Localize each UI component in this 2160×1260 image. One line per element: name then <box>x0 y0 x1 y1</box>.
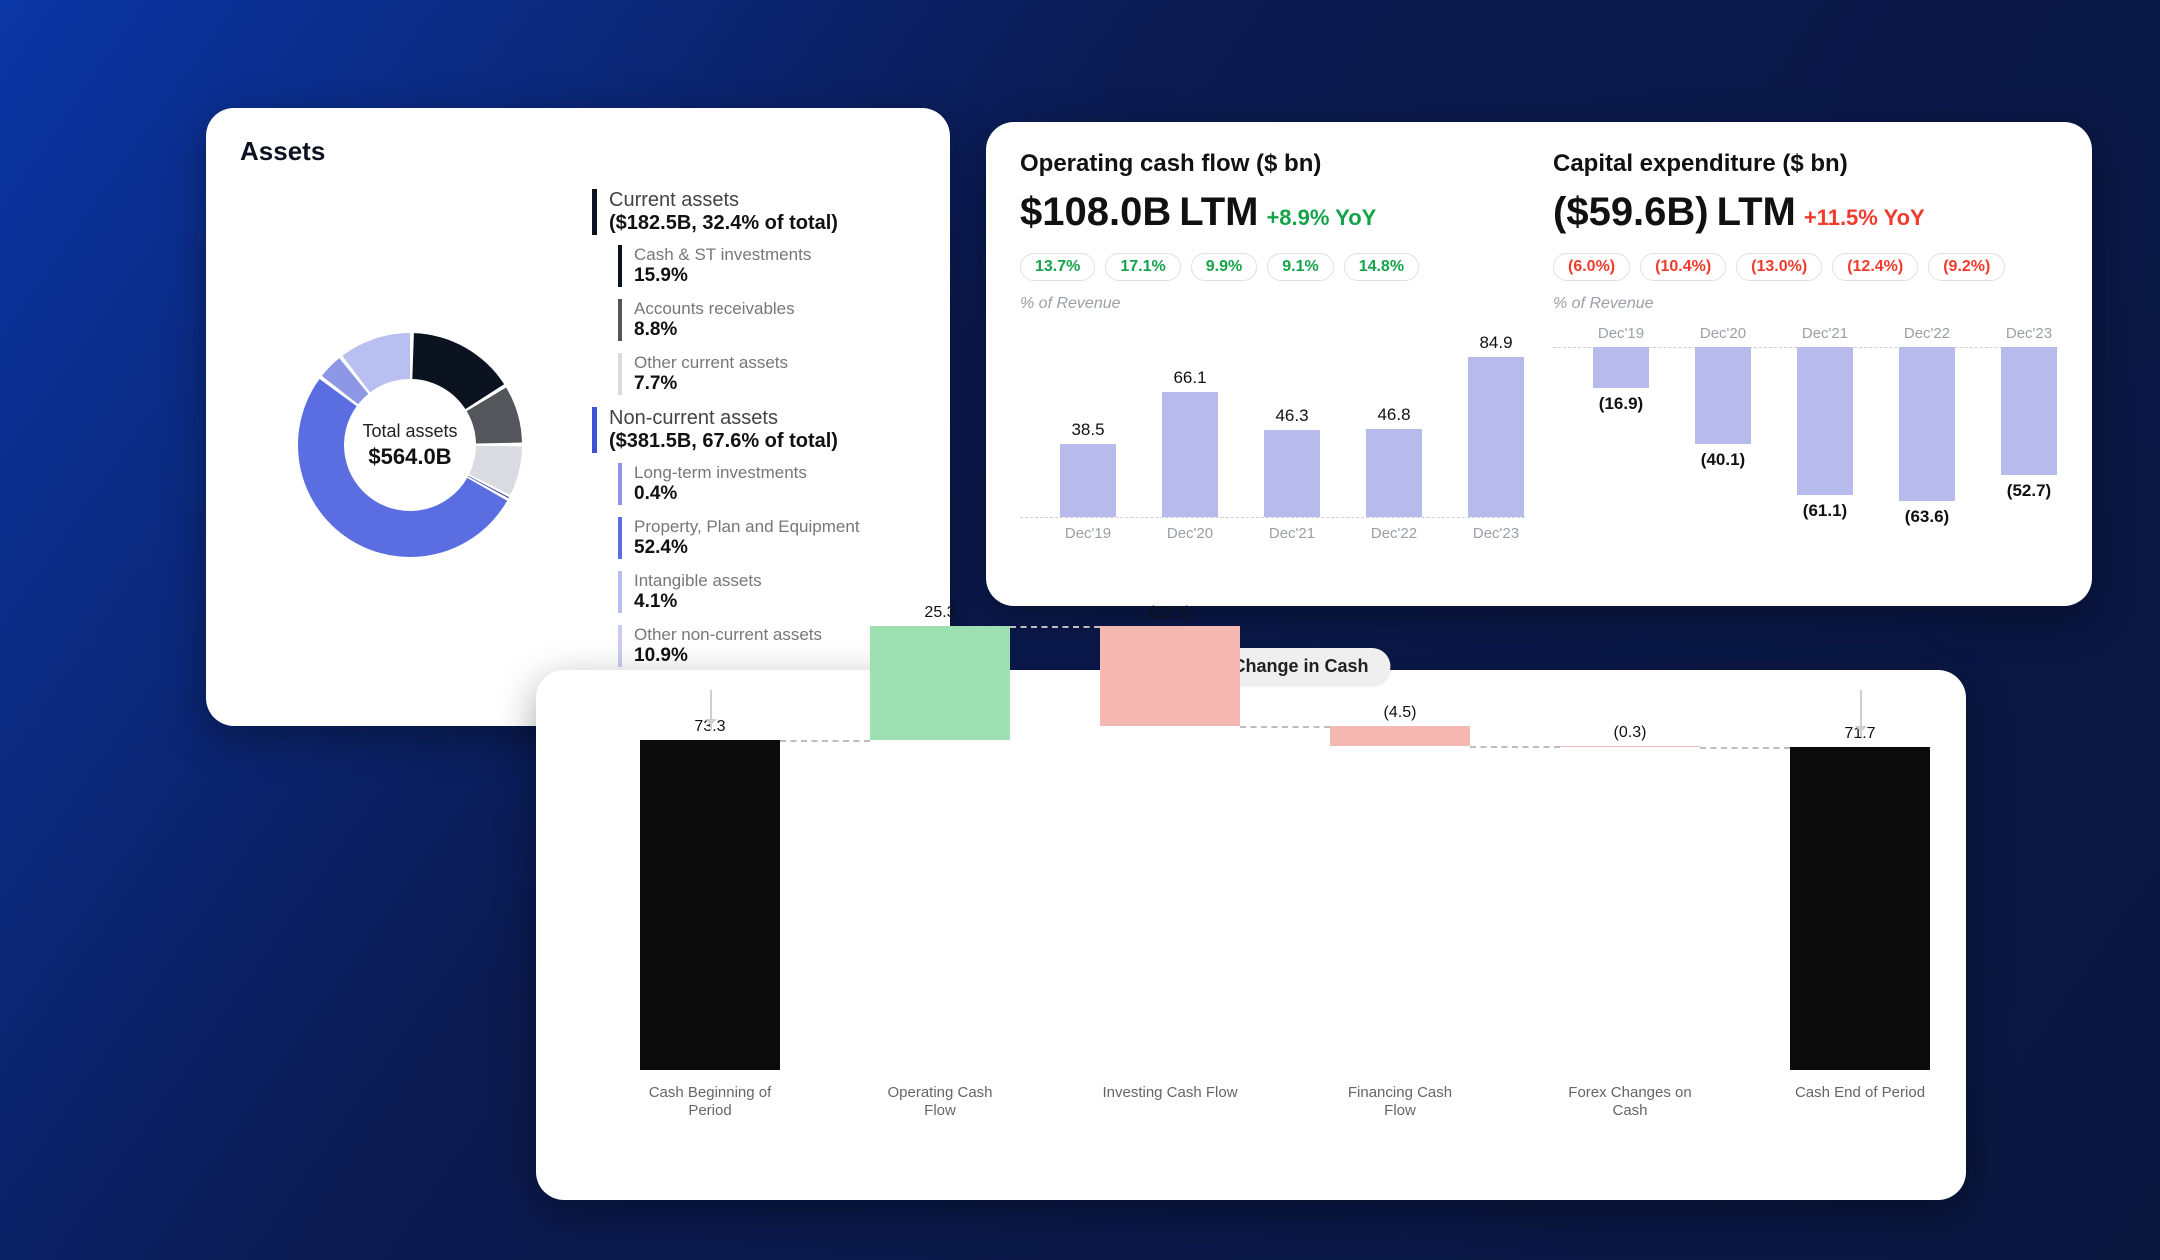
assets-breakdown: Current assets($182.5B, 32.4% of total) C… <box>580 181 916 679</box>
bar <box>1162 392 1218 517</box>
bar-value: 46.8 <box>1377 405 1410 425</box>
waterfall-category: Operating Cash Flow <box>870 1084 1010 1120</box>
waterfall-bar <box>1560 746 1700 747</box>
bar-value: 46.3 <box>1275 406 1308 426</box>
pct-pill: 9.9% <box>1191 253 1257 281</box>
asset-line-item: Other current assets7.7% <box>618 353 916 395</box>
asset-line-item: Property, Plan and Equipment52.4% <box>618 517 916 559</box>
assets-donut: Total assets $564.0B <box>240 181 580 679</box>
panel-headline: $108.0B LTM +8.9% YoY <box>1020 190 1525 235</box>
waterfall-value: (4.5) <box>1384 704 1417 722</box>
donut-center-value: $564.0B <box>362 444 457 470</box>
waterfall-card: ($1.7B) Net Change in Cash 73.3Cash Begi… <box>536 670 1966 1200</box>
bar-category: Dec'19 <box>1598 325 1644 342</box>
bar-value: 38.5 <box>1071 420 1104 440</box>
bar <box>1797 347 1853 495</box>
waterfall-category: Forex Changes on Cash <box>1560 1084 1700 1120</box>
pct-of-revenue-pills: (6.0%) (10.4%) (13.0%) (12.4%) (9.2%) <box>1553 253 2058 281</box>
bar-category: Dec'22 <box>1371 525 1417 542</box>
bar-category: Dec'21 <box>1802 325 1848 342</box>
waterfall-category: Financing Cash Flow <box>1330 1084 1470 1120</box>
asset-group-header: Non-current assets($381.5B, 67.6% of tot… <box>592 407 916 453</box>
panel-headline: ($59.6B) LTM +11.5% YoY <box>1553 190 2058 235</box>
waterfall-value: (22.1) <box>1149 604 1191 622</box>
bar-category: Dec'20 <box>1700 325 1746 342</box>
waterfall-value: 25.3 <box>924 604 955 622</box>
bar-value: 84.9 <box>1479 333 1512 353</box>
panel-title: Operating cash flow ($ bn) <box>1020 150 1525 178</box>
assets-card: Assets Total assets $564.0B Current asse… <box>206 108 950 726</box>
waterfall-connector <box>1010 626 1100 628</box>
bar <box>1468 357 1524 517</box>
waterfall-category: Cash End of Period <box>1790 1084 1930 1102</box>
bar <box>1695 347 1751 444</box>
asset-group-header: Current assets($182.5B, 32.4% of total) <box>592 189 916 235</box>
assets-title: Assets <box>240 136 916 167</box>
pct-pill: 14.8% <box>1344 253 1419 281</box>
bar <box>1899 347 1955 501</box>
asset-line-item: Long-term investments0.4% <box>618 463 916 505</box>
waterfall-connector <box>1470 746 1560 748</box>
waterfall-value: (0.3) <box>1614 724 1647 742</box>
bar-chart: 38.5 Dec'19 66.1 Dec'20 46.3 Dec'21 46.8 Dec'22… <box>1020 319 1525 578</box>
bar <box>1264 430 1320 517</box>
asset-line-item: Accounts receivables8.8% <box>618 299 916 341</box>
bar-value: (52.7) <box>2007 481 2051 501</box>
waterfall-bar <box>870 626 1010 740</box>
pct-pill: 17.1% <box>1105 253 1180 281</box>
bar <box>1366 429 1422 517</box>
waterfall-category: Investing Cash Flow <box>1100 1084 1240 1102</box>
bar-category: Dec'21 <box>1269 525 1315 542</box>
pct-pill: 9.1% <box>1267 253 1333 281</box>
bar-category: Dec'23 <box>1473 525 1519 542</box>
capex-panel: Capital expenditure ($ bn) ($59.6B) LTM +… <box>1553 150 2058 578</box>
bar-value: (40.1) <box>1701 450 1745 470</box>
pct-pill: (13.0%) <box>1736 253 1822 281</box>
waterfall-bar <box>640 740 780 1070</box>
waterfall-connector <box>780 740 870 742</box>
waterfall-bar <box>1790 747 1930 1070</box>
pct-pill: (9.2%) <box>1928 253 2005 281</box>
bar-value: (16.9) <box>1599 394 1643 414</box>
bar-category: Dec'23 <box>2006 325 2052 342</box>
asset-line-item: Intangible assets4.1% <box>618 571 916 613</box>
bar-category: Dec'19 <box>1065 525 1111 542</box>
bar-category: Dec'22 <box>1904 325 1950 342</box>
bar <box>2001 347 2057 475</box>
bar-category: Dec'20 <box>1167 525 1213 542</box>
waterfall-bar <box>1330 726 1470 746</box>
donut-center-label: Total assets <box>362 421 457 442</box>
pct-pill: 13.7% <box>1020 253 1095 281</box>
cashflow-capex-card: Operating cash flow ($ bn) $108.0B LTM +8… <box>986 122 2092 606</box>
waterfall-connector <box>1700 747 1790 749</box>
bar <box>1593 347 1649 388</box>
pct-of-revenue-label: % of Revenue <box>1020 295 1525 313</box>
waterfall-arrow <box>1860 690 1862 737</box>
panel-title: Capital expenditure ($ bn) <box>1553 150 2058 178</box>
pct-of-revenue-pills: 13.7% 17.1% 9.9% 9.1% 14.8% <box>1020 253 1525 281</box>
waterfall-category: Cash Beginning of Period <box>640 1084 780 1120</box>
bar-value: (61.1) <box>1803 501 1847 521</box>
operating-cash-flow-panel: Operating cash flow ($ bn) $108.0B LTM +8… <box>1020 150 1525 578</box>
waterfall-bar <box>1100 626 1240 725</box>
pct-pill: (12.4%) <box>1832 253 1918 281</box>
bar <box>1060 444 1116 517</box>
bar-value: (63.6) <box>1905 507 1949 527</box>
waterfall-arrow <box>710 690 712 730</box>
pct-pill: (6.0%) <box>1553 253 1630 281</box>
bar-chart: Dec'19 (16.9) Dec'20 (40.1) Dec'21 (61.1) Dec'… <box>1553 319 2058 578</box>
asset-line-item: Cash & ST investments15.9% <box>618 245 916 287</box>
pct-pill: (10.4%) <box>1640 253 1726 281</box>
waterfall-connector <box>1240 726 1330 728</box>
pct-of-revenue-label: % of Revenue <box>1553 295 2058 313</box>
bar-value: 66.1 <box>1173 368 1206 388</box>
waterfall-plot: 73.3Cash Beginning of Period25.3Operatin… <box>570 710 1932 1130</box>
